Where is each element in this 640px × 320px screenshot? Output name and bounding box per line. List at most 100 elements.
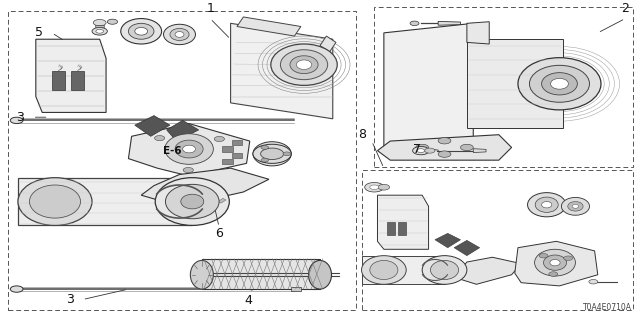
Ellipse shape	[431, 260, 459, 280]
Polygon shape	[71, 71, 84, 90]
Circle shape	[96, 29, 104, 33]
Polygon shape	[398, 222, 406, 235]
Ellipse shape	[543, 255, 566, 270]
Polygon shape	[222, 147, 232, 152]
Text: 3: 3	[66, 293, 74, 306]
Ellipse shape	[253, 142, 291, 166]
Ellipse shape	[180, 194, 204, 209]
Ellipse shape	[29, 185, 81, 218]
Polygon shape	[52, 71, 65, 90]
Ellipse shape	[280, 50, 328, 80]
Polygon shape	[467, 22, 489, 44]
Polygon shape	[438, 21, 461, 25]
Circle shape	[253, 144, 291, 163]
Ellipse shape	[175, 140, 203, 158]
Circle shape	[365, 182, 384, 192]
Circle shape	[108, 19, 118, 24]
Circle shape	[461, 144, 473, 151]
Circle shape	[214, 136, 225, 141]
Circle shape	[413, 147, 429, 155]
Ellipse shape	[561, 197, 589, 215]
Circle shape	[260, 148, 284, 160]
Ellipse shape	[190, 260, 213, 289]
Text: 3: 3	[16, 111, 24, 124]
Ellipse shape	[308, 260, 332, 289]
Ellipse shape	[568, 202, 583, 211]
Text: E-6: E-6	[163, 146, 181, 156]
Polygon shape	[95, 25, 104, 27]
Circle shape	[10, 117, 23, 124]
Text: T0A4E0710A: T0A4E0710A	[582, 303, 632, 312]
Circle shape	[416, 144, 429, 151]
Ellipse shape	[165, 134, 213, 164]
Ellipse shape	[541, 202, 552, 208]
Ellipse shape	[529, 65, 589, 102]
Polygon shape	[320, 36, 336, 52]
Ellipse shape	[362, 256, 406, 284]
Polygon shape	[36, 39, 106, 112]
Ellipse shape	[541, 73, 577, 95]
Polygon shape	[467, 39, 563, 128]
Polygon shape	[141, 168, 269, 206]
Text: 8: 8	[358, 128, 366, 141]
Circle shape	[410, 21, 419, 26]
Polygon shape	[451, 257, 521, 284]
Polygon shape	[198, 198, 207, 203]
Ellipse shape	[121, 19, 162, 44]
Circle shape	[417, 149, 425, 153]
Polygon shape	[167, 120, 198, 141]
Ellipse shape	[135, 28, 148, 35]
Circle shape	[283, 152, 291, 156]
Polygon shape	[179, 198, 188, 203]
Polygon shape	[515, 241, 598, 286]
Circle shape	[261, 146, 269, 149]
Ellipse shape	[271, 44, 337, 85]
Circle shape	[438, 138, 451, 144]
Ellipse shape	[370, 260, 398, 280]
Ellipse shape	[170, 28, 189, 41]
Text: 2: 2	[621, 3, 629, 15]
Polygon shape	[435, 233, 461, 248]
Polygon shape	[378, 135, 511, 160]
Polygon shape	[129, 124, 250, 176]
Ellipse shape	[527, 193, 566, 217]
Ellipse shape	[518, 58, 601, 110]
Circle shape	[183, 167, 193, 172]
Text: 4: 4	[244, 294, 252, 307]
Ellipse shape	[166, 184, 219, 219]
Ellipse shape	[175, 32, 184, 37]
Ellipse shape	[534, 249, 575, 276]
Circle shape	[93, 20, 106, 26]
Circle shape	[564, 256, 573, 260]
Circle shape	[539, 253, 548, 258]
Circle shape	[438, 151, 451, 157]
Polygon shape	[230, 23, 333, 119]
Polygon shape	[208, 198, 216, 203]
Ellipse shape	[290, 56, 318, 74]
Polygon shape	[454, 240, 479, 256]
Text: 6: 6	[215, 227, 223, 240]
Polygon shape	[202, 259, 320, 289]
Circle shape	[370, 185, 379, 189]
Circle shape	[154, 136, 164, 141]
Polygon shape	[384, 23, 473, 148]
Ellipse shape	[129, 23, 154, 39]
Polygon shape	[473, 149, 486, 153]
Ellipse shape	[535, 197, 558, 212]
Circle shape	[378, 184, 390, 190]
Polygon shape	[232, 140, 242, 145]
Ellipse shape	[164, 24, 195, 44]
Ellipse shape	[182, 145, 195, 153]
Polygon shape	[387, 222, 396, 235]
Ellipse shape	[572, 204, 579, 208]
Circle shape	[261, 158, 269, 162]
Circle shape	[10, 286, 23, 292]
Polygon shape	[218, 198, 226, 203]
Text: 7: 7	[413, 142, 421, 156]
Ellipse shape	[296, 60, 312, 69]
Polygon shape	[378, 195, 429, 249]
Ellipse shape	[18, 178, 92, 225]
Ellipse shape	[156, 178, 229, 225]
Circle shape	[425, 148, 435, 153]
Polygon shape	[222, 159, 232, 164]
